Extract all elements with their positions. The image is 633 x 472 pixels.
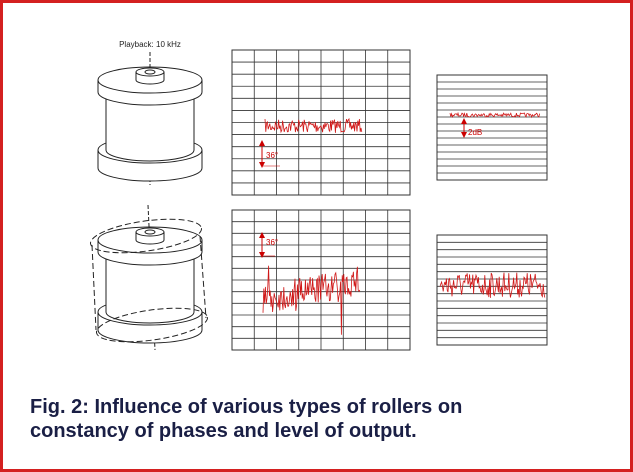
playback-label: Playback: 10 kHz — [119, 40, 181, 49]
level-label: 2dB — [468, 128, 482, 137]
figure: Playback: 10 kHz 36° — [0, 0, 633, 472]
roller-straight — [98, 52, 202, 185]
page: {"header": {"playback_label": "Playback:… — [0, 0, 633, 472]
phase-label: 36° — [266, 238, 278, 247]
phase-label: 36° — [266, 151, 278, 160]
caption-line: constancy of phases and level of output. — [30, 420, 417, 442]
caption-line: Fig. 2: Influence of various types of ro… — [30, 396, 462, 418]
